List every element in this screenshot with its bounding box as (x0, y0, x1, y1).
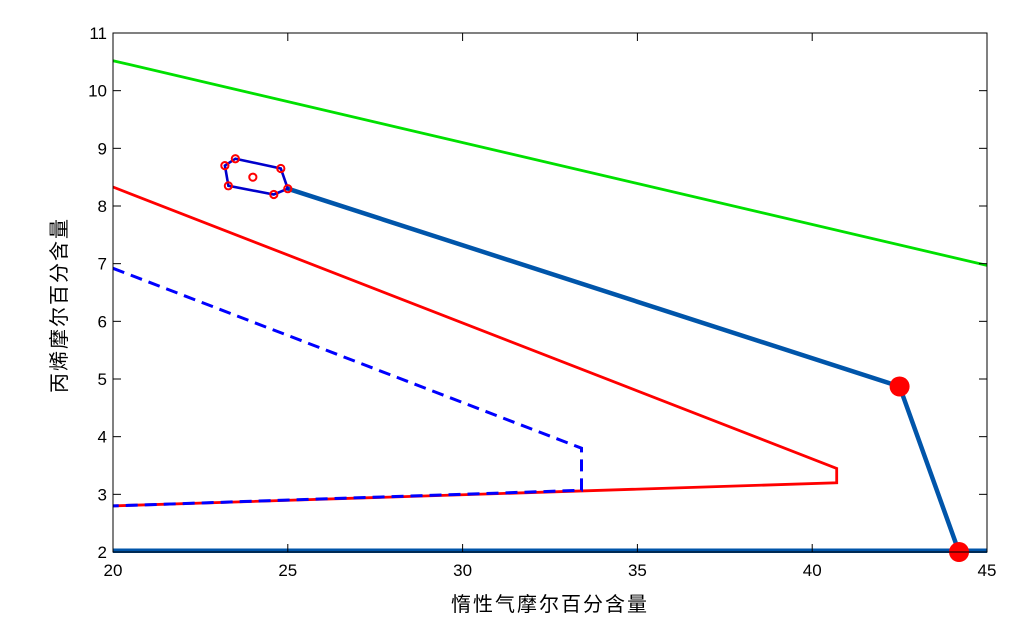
x-tick-label-0: 20 (104, 561, 123, 580)
x-tick-label-5: 45 (978, 561, 997, 580)
plot-background (113, 33, 987, 552)
x-tick-label-4: 40 (803, 561, 822, 580)
axes-frame (112, 32, 988, 553)
x-axis-label: 惰性气摩尔百分含量 (451, 592, 649, 616)
y-tick-label-2: 4 (98, 428, 107, 447)
y-tick-label-4: 6 (98, 312, 107, 331)
polygon-marker-2 (276, 163, 286, 174)
polygon-marker-6 (248, 172, 258, 182)
series-line-0 (112, 59, 988, 267)
marker-layer (220, 154, 970, 562)
plot-area (113, 33, 987, 552)
polygon-marker-5 (223, 181, 233, 191)
y-tick-label-9: 11 (89, 24, 107, 43)
x-tick-label-1: 25 (278, 561, 297, 580)
y-tick-label-1: 3 (98, 485, 107, 504)
series-line-2 (112, 266, 583, 508)
y-tick-label-0: 2 (98, 543, 107, 562)
series-line-5 (223, 157, 290, 196)
polygon-marker-3 (283, 184, 293, 194)
y-tick-label-7: 9 (98, 139, 107, 158)
highlight-point-0 (889, 376, 910, 397)
y-tick-label-8: 10 (88, 82, 107, 101)
polygon-marker-1 (230, 154, 240, 164)
x-tick-label-2: 30 (453, 561, 472, 580)
polygon-marker-4 (269, 189, 279, 200)
y-tick-label-5: 7 (98, 255, 107, 274)
y-tick-label-6: 8 (98, 197, 107, 216)
x-tick-label-3: 35 (628, 561, 647, 580)
polygon-marker-0 (220, 161, 230, 171)
y-axis-label: 丙烯摩尔百分含量 (47, 217, 71, 393)
y-tick-label-3: 5 (98, 370, 107, 389)
